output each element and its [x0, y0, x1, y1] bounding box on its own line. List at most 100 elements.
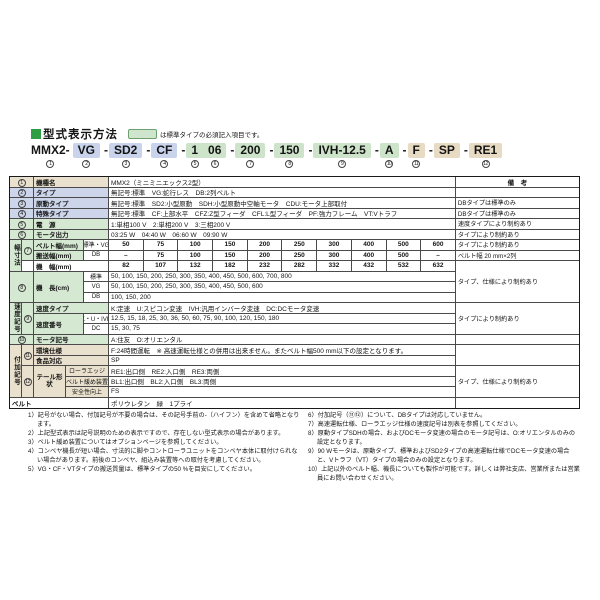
circled-number: 11 [23, 352, 32, 360]
row-value: K:定速 U:スピコン変速 IVH:汎用インバータ変速 DC:DCモータ変速 [109, 303, 456, 314]
group-label-addon: 付加記号 [10, 345, 22, 398]
code-part-prefix: MMX2- 1 [31, 143, 70, 168]
row-number-cell: 9 [22, 303, 34, 335]
code-part: A 10 [379, 143, 399, 168]
footnote: 1）記号がない場合、付加記号が不要の場合は、その記号手前の-（ハイフン）を含めて… [28, 412, 300, 428]
circled-number: 8 [285, 160, 294, 168]
width-value: 432 [351, 261, 387, 272]
row-value: SP [109, 355, 456, 366]
remark-cell: DBタイプは標準のみ [455, 209, 579, 219]
code-separator: - [402, 143, 407, 157]
width-value: 232 [247, 261, 283, 272]
width-value: 132 [178, 261, 214, 272]
row-label: 速度タイプ [34, 303, 109, 314]
width-value: 200 [247, 250, 283, 261]
circled-number: 6 [210, 160, 219, 168]
width-value: 250 [282, 250, 318, 261]
circled-number: 1 [46, 160, 55, 168]
row-number-cell: 5 [10, 219, 34, 230]
row-label: 電 源 [34, 219, 109, 230]
group-label-speed: 速度記号 [10, 303, 22, 335]
row-value: 1:単相100 V 2:単相200 V 3:三相200 V [109, 219, 456, 230]
row-sublabel: 標準・VG [84, 240, 109, 251]
row-sublabel: 安全性向上 [66, 387, 109, 398]
row-number-cell: 1 [10, 177, 34, 188]
code-separator: - [374, 143, 379, 157]
row-label: タイプ [34, 187, 109, 198]
remark-cell: DBタイプは標準のみ [455, 198, 579, 209]
remark-cell: タイプ、仕様により制約あり [455, 366, 579, 398]
row-number-cell: 2 [10, 187, 34, 198]
code-separator: - [308, 143, 313, 157]
footnote: 9）90 Wモータは、原動タイプ、標準およびSD2タイプの高速運転仕様でDCモー… [308, 448, 570, 464]
circled-number: 5 [17, 220, 26, 229]
width-value: 100 [178, 250, 214, 261]
row-value: BL1:出口側 BL2:入口側 BL3:両側 [109, 376, 456, 387]
footnotes-left: 1）記号がない場合、付加記号が不要の場合は、その記号手前の-（ハイフン）を含めて… [28, 412, 300, 484]
circled-number: 7 [246, 160, 255, 168]
row-number-cell: 11 [22, 345, 34, 366]
circled-number: 8 [17, 283, 26, 292]
code-part: SD2 3 [109, 143, 143, 168]
circled-number: 4 [17, 210, 26, 219]
width-value: 150 [213, 250, 248, 261]
footnote: 7）高速運転仕様、ローラエッジ仕様の速度記号は別表を参照してください。 [308, 421, 522, 429]
width-value: 75 [143, 240, 179, 251]
code-separator: - [463, 143, 468, 157]
circled-number: 6 [17, 231, 26, 240]
footnotes: 1）記号がない場合、付加記号が不要の場合は、その記号手前の-（ハイフン）を含めて… [28, 412, 580, 484]
remark-cell: 速度タイプにより制約あり [455, 219, 579, 230]
row-value: A:住友 O:オリエンタル [109, 334, 456, 345]
footnote: 5）VG・CF・VTタイプの搬送質量は、標準タイプの50 %を目安にしてください… [28, 466, 256, 474]
code-separator: - [428, 143, 433, 157]
row-label: テール形状 [34, 366, 66, 398]
remark-cell [455, 335, 579, 345]
code-separator: - [269, 143, 274, 157]
remark-cell: タイプ、仕様により制約あり [455, 261, 579, 303]
row-number-cell: 8 [10, 271, 34, 303]
footnote: 6）付加記号（⑪⑫）について、DBタイプは対応していません。 [308, 412, 487, 419]
row-sublabel: ローラエッジ [66, 366, 109, 377]
row-value: 50, 100, 150, 200, 250, 300, 350, 400, 4… [109, 282, 456, 293]
row-label: モータ出力 [34, 229, 109, 240]
section-bullet-icon [31, 129, 41, 139]
width-value: 100 [178, 240, 214, 251]
code-separator: - [230, 143, 235, 157]
row-value: MMX2（ミニミニエックス2型） [109, 177, 456, 188]
code-separator: - [146, 143, 151, 157]
row-label: 機 幅(mm) [34, 261, 109, 272]
circled-number: 2 [17, 189, 26, 198]
row-sublabel: 標準 [84, 271, 109, 282]
row-value: 15, 30, 75 [109, 324, 456, 335]
circled-number: 10 [385, 160, 394, 168]
remark-cell [455, 188, 579, 198]
footnote: 10）上記以外のベルト幅、機長についても製作が可能です。詳しくは弊社支店、営業所… [308, 466, 580, 482]
width-value: 107 [143, 261, 179, 272]
code-part: CF 4 [151, 143, 178, 168]
width-value: 600 [421, 240, 456, 251]
group-label-width: 幅寸法 [10, 240, 22, 272]
row-number-cell: 10 [10, 334, 34, 345]
code-separator: - [104, 143, 109, 157]
row-value: 無記号:標準 VG:蛇行レス DB:2列ベルト [109, 187, 456, 198]
row-number-cell: 7 [22, 240, 34, 261]
width-value: 632 [421, 261, 456, 272]
row-label: 機種名 [34, 177, 109, 188]
row-value: 03:25 W 04:40 W 06:60 W 09:90 W [109, 229, 456, 240]
width-value: 300 [317, 240, 352, 251]
width-value: 282 [282, 261, 318, 272]
circled-number: 1 [17, 178, 26, 187]
width-value: 300 [317, 250, 352, 261]
footnote: 8）原動タイプSDHの場合、およびDCモータ変速の場合のモータ記号は、O:オリエ… [308, 430, 576, 447]
row-value: ポリウレタン 緑 1プライ [109, 397, 456, 408]
footnotes-right: 6）付加記号（⑪⑫）について、DBタイプは対応していません。 7）高速運転仕様、… [308, 412, 580, 484]
row-label: 機 長(cm) [34, 271, 84, 303]
width-value: 75 [143, 250, 179, 261]
code-part: SP [433, 143, 460, 158]
remark-cell [455, 345, 579, 366]
row-sublabel: K・U・IVH [84, 313, 109, 324]
footnote: 4）コンベヤ機長が短い場合、寸法的に脚やコントローラユニットをコンベヤ本体に取付… [28, 448, 298, 464]
width-value: 182 [213, 261, 248, 272]
row-label: 搬送幅(mm) [34, 250, 84, 261]
